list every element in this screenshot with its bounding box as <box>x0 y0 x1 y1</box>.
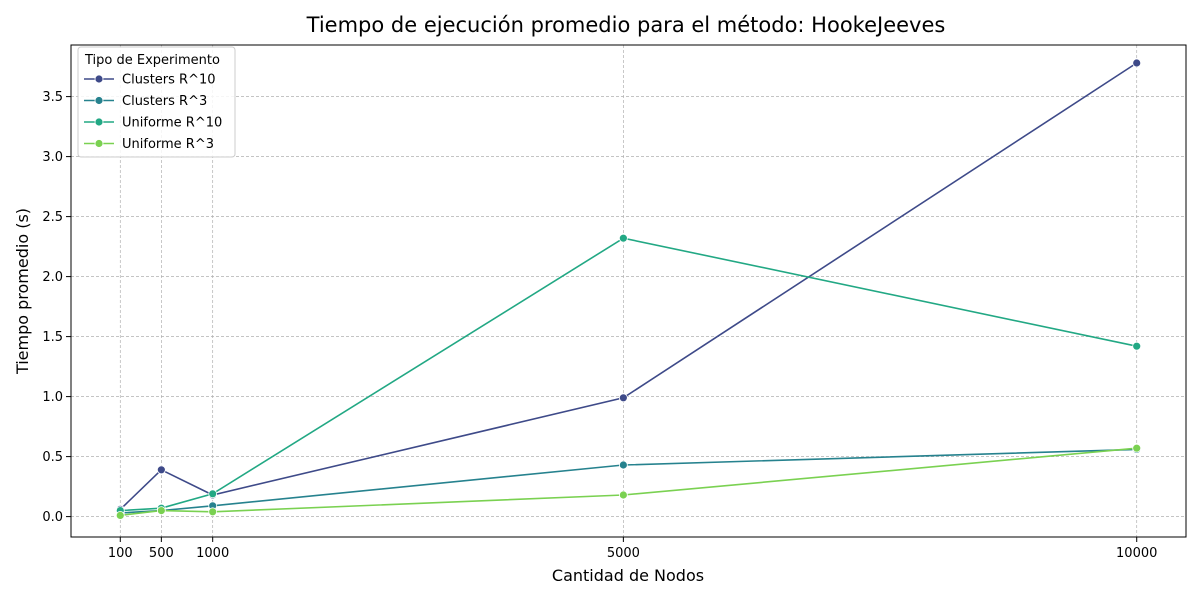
legend-entry-label: Clusters R^3 <box>122 94 207 109</box>
data-point <box>1132 341 1142 351</box>
data-point <box>618 460 628 470</box>
legend-swatch-marker <box>94 96 104 105</box>
legend-entry-label: Uniforme R^3 <box>122 137 214 152</box>
series-0 <box>115 58 1142 514</box>
series-line <box>120 447 1137 517</box>
data-point <box>618 490 628 500</box>
legend: Tipo de Experimento Clusters R^10 Cluster… <box>77 46 236 158</box>
grid <box>71 45 1186 537</box>
chart-title: Tiempo de ejecución promedio para el mét… <box>306 13 946 37</box>
y-tick-label: 2.0 <box>42 270 63 285</box>
x-tick-label: 500 <box>149 546 174 561</box>
data-point <box>115 511 125 520</box>
data-point <box>208 489 218 499</box>
series-group <box>115 58 1142 520</box>
x-tick-label: 10000 <box>1116 546 1157 561</box>
data-point <box>1132 443 1142 453</box>
y-axis: 0.0 0.5 1.0 1.5 2.0 2.5 3.0 3.5 <box>42 90 71 525</box>
x-tick-label: 5000 <box>607 546 640 561</box>
series-line <box>120 237 1137 512</box>
y-tick-label: 0.5 <box>42 450 63 465</box>
data-point <box>156 465 166 475</box>
legend-swatch-marker <box>94 117 104 127</box>
y-axis-label: Tiempo promedio (s) <box>13 208 32 375</box>
plot-frame <box>70 44 1187 538</box>
series-3 <box>115 443 1142 520</box>
data-point <box>208 507 218 517</box>
legend-box <box>77 46 236 158</box>
legend-swatch-marker <box>94 139 104 148</box>
legend-swatch-marker <box>94 74 104 84</box>
x-tick-label: 1000 <box>196 546 229 561</box>
y-tick-label: 2.5 <box>42 210 63 225</box>
y-tick-label: 3.0 <box>42 150 63 165</box>
series-line <box>119 62 1138 510</box>
x-axis: 100 500 1000 5000 10000 <box>108 537 1157 561</box>
y-tick-label: 3.5 <box>42 90 63 105</box>
legend-title: Tipo de Experimento <box>84 53 220 68</box>
data-point <box>618 233 628 243</box>
data-point <box>618 393 628 403</box>
legend-entry-label: Uniforme R^10 <box>122 116 222 131</box>
legend-entry-label: Clusters R^10 <box>122 73 216 88</box>
x-axis-label: Cantidad de Nodos <box>552 566 704 585</box>
y-tick-label: 1.0 <box>42 390 63 405</box>
data-point <box>1132 58 1142 68</box>
y-tick-label: 0.0 <box>42 510 63 525</box>
x-tick-label: 100 <box>108 546 133 561</box>
data-point <box>156 506 166 516</box>
y-tick-label: 1.5 <box>42 330 63 345</box>
